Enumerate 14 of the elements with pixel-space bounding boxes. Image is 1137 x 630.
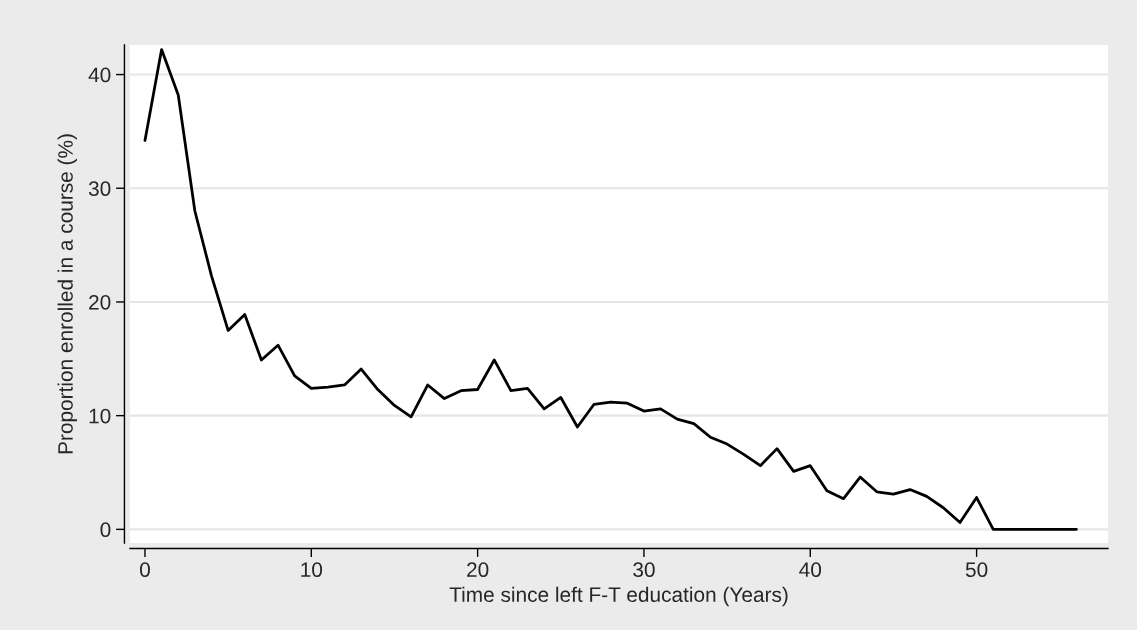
y-tick-label: 10 — [89, 408, 111, 424]
y-axis-title: Proportion enrolled in a course (%) — [57, 134, 77, 454]
x-tick-label: 20 — [467, 562, 489, 578]
x-tick-label: 0 — [139, 562, 150, 578]
x-tick-label: 10 — [301, 562, 323, 578]
y-tick-label: 40 — [88, 67, 111, 83]
x-axis-title: Time since left F-T education (Years) — [449, 586, 788, 607]
line-series — [143, 48, 1078, 531]
y-tick-label: 30 — [88, 181, 111, 197]
x-tick-label: 30 — [633, 562, 655, 578]
x-tick-label: 40 — [799, 562, 822, 578]
x-tick-label: 50 — [965, 562, 988, 578]
y-tick-label: 20 — [89, 294, 111, 310]
y-tick-label: 0 — [100, 522, 111, 538]
